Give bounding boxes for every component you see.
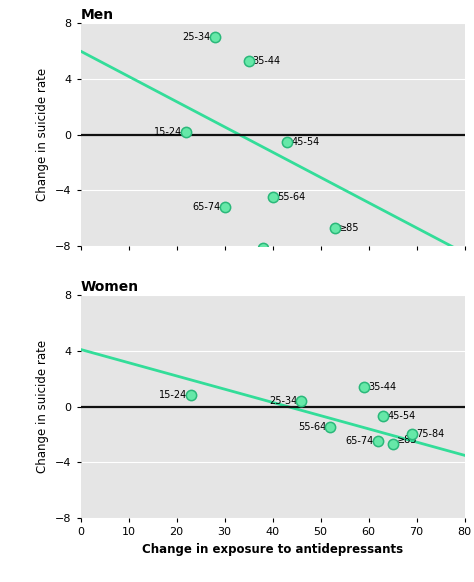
Point xyxy=(374,436,382,446)
Point xyxy=(379,411,387,421)
Point xyxy=(269,193,276,202)
Text: 55-64: 55-64 xyxy=(298,423,326,432)
Text: 15-24: 15-24 xyxy=(158,391,187,400)
Point xyxy=(389,439,396,449)
Y-axis label: Change in suicide rate: Change in suicide rate xyxy=(36,340,49,473)
Point xyxy=(298,396,305,406)
Point xyxy=(408,430,416,439)
Point xyxy=(182,127,190,137)
Point xyxy=(211,33,219,42)
Point xyxy=(187,391,195,400)
Point xyxy=(283,137,291,146)
Point xyxy=(221,203,228,212)
Point xyxy=(326,423,334,432)
Text: 65-74: 65-74 xyxy=(346,436,374,446)
Text: 25-34: 25-34 xyxy=(269,396,297,406)
Text: ≥85: ≥85 xyxy=(397,435,417,445)
Text: 45-54: 45-54 xyxy=(387,411,415,421)
Text: 75-84: 75-84 xyxy=(416,430,444,439)
Y-axis label: Change in suicide rate: Change in suicide rate xyxy=(36,68,49,201)
Point xyxy=(245,56,252,66)
Text: 75-84: 75-84 xyxy=(0,581,1,582)
Text: ≥85: ≥85 xyxy=(339,223,360,233)
Text: 55-64: 55-64 xyxy=(277,193,305,203)
Text: 15-24: 15-24 xyxy=(154,127,182,137)
Text: 35-44: 35-44 xyxy=(368,382,396,392)
Point xyxy=(360,382,367,392)
Text: Women: Women xyxy=(81,280,139,294)
Text: 25-34: 25-34 xyxy=(182,32,211,42)
Point xyxy=(259,243,267,252)
Point xyxy=(331,223,339,233)
Text: 45-54: 45-54 xyxy=(291,137,319,147)
X-axis label: Change in exposure to antidepressants: Change in exposure to antidepressants xyxy=(142,542,403,556)
Text: Men: Men xyxy=(81,8,114,22)
Text: 65-74: 65-74 xyxy=(192,202,220,212)
Text: 35-44: 35-44 xyxy=(253,56,281,66)
